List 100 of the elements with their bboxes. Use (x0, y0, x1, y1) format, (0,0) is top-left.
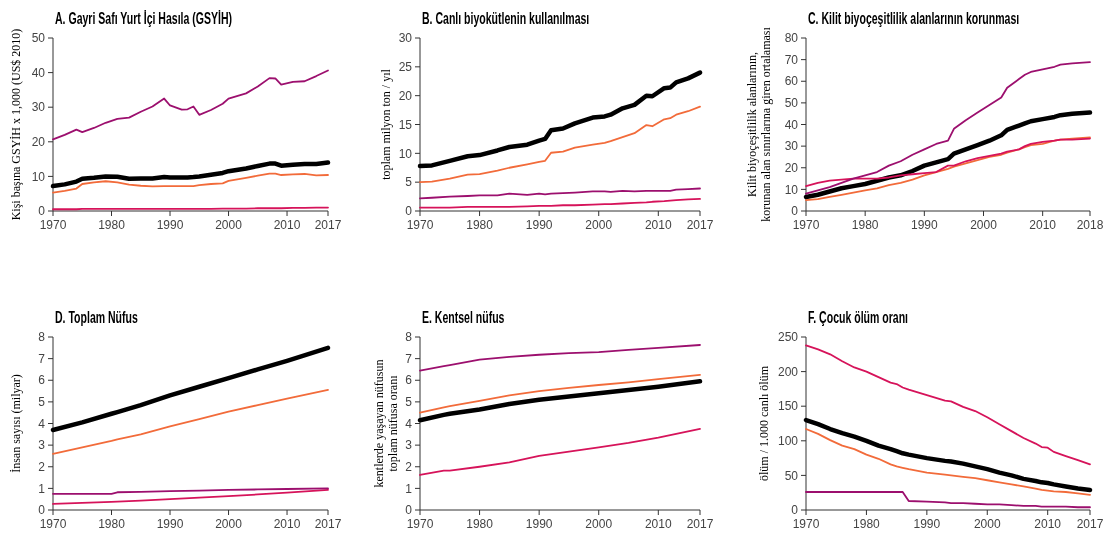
y-tick-label: 150 (777, 399, 799, 414)
x-tick-label: 2010 (644, 517, 672, 531)
line-series (805, 136, 1091, 202)
line-series (52, 69, 329, 141)
y-tick-label: 30 (784, 139, 799, 154)
x-tick-label: 1990 (910, 218, 938, 232)
x-tick-label: 2000 (970, 218, 998, 232)
y-tick-label: 2 (38, 459, 46, 474)
x-tick-label: 2000 (585, 218, 613, 232)
x-tick-label: 1970 (406, 517, 434, 531)
y-tick-label: 70 (784, 52, 799, 67)
x-tick-label: 2000 (215, 517, 243, 531)
line-series (805, 344, 1091, 466)
y-tick-label: 7 (38, 351, 46, 366)
y-tick-label: 50 (784, 468, 799, 483)
y-tick-label: 0 (38, 204, 46, 219)
line-series (419, 373, 701, 414)
y-axis-title: ölüm / 1.000 canlı ölüm (757, 365, 772, 481)
y-tick-label: 3 (405, 438, 413, 453)
x-tick-label: 1970 (39, 218, 67, 232)
x-tick-label: 1990 (525, 517, 553, 531)
x-tick-label: 2010 (1034, 517, 1062, 531)
x-tick-label: 1980 (466, 517, 494, 531)
y-tick-label: 0 (405, 503, 413, 518)
y-tick-label: 4 (38, 416, 46, 431)
chart-title: C. Kilit biyoçeşitlilik alanlarının korunması (808, 8, 1020, 28)
chart-title: B. Canlı biyokütlenin kullanılması (422, 8, 590, 28)
x-tick-label: 2010 (273, 218, 301, 232)
x-tick-label: 2017 (314, 517, 342, 531)
x-tick-label: 1980 (853, 517, 881, 531)
line-series (805, 428, 1091, 496)
line-series (52, 389, 329, 455)
x-tick-label: 1970 (792, 218, 820, 232)
y-tick-label: 10 (398, 146, 413, 161)
x-tick-label: 1990 (525, 218, 553, 232)
y-tick-label: 6 (38, 373, 46, 388)
chart-title: E. Kentsel nüfus (422, 307, 505, 327)
y-tick-label: 50 (31, 31, 46, 46)
x-tick-label: 2017 (686, 517, 714, 531)
y-tick-label: 20 (31, 135, 46, 149)
x-tick-label: 1980 (466, 218, 494, 232)
line-series (419, 344, 701, 372)
line-series (419, 428, 701, 476)
line-series (419, 187, 701, 200)
chart-title: F. Çocuk ölüm oranı (808, 307, 909, 327)
y-axis-title: Kişi başına GSYİH x 1,000 (US$ 2010) (9, 28, 24, 221)
x-tick-label: 1970 (406, 218, 434, 232)
line-series (417, 379, 703, 423)
line-series (419, 105, 701, 184)
y-axis-title: toplam milyon ton / yıl (379, 68, 394, 180)
line-series (805, 61, 1091, 195)
y-tick-label: 1 (405, 481, 413, 496)
chart-title: D. Toplam Nüfus (55, 307, 138, 327)
x-tick-label: 2017 (1076, 517, 1104, 531)
y-tick-label: 30 (31, 100, 46, 115)
x-tick-label: 2018 (1076, 218, 1104, 232)
line-series (50, 345, 331, 433)
y-tick-label: 0 (791, 204, 799, 219)
y-axis-title: Kilit biyoçeşitlilik alanlarının, korunan alan sınırlarına giren ortalaması (745, 26, 774, 222)
y-tick-label: 25 (398, 60, 413, 75)
y-axis-title: İnsan sayısı (milyar) (9, 374, 24, 473)
y-tick-label: 2 (405, 459, 413, 474)
y-axis-title: kentlerde yaşayan nüfusun toplam nüfusa oranı (372, 359, 401, 488)
x-tick-label: 2000 (973, 517, 1001, 531)
x-tick-label: 2010 (273, 517, 301, 531)
y-tick-label: 0 (38, 503, 46, 518)
x-tick-label: 1980 (98, 218, 126, 232)
x-tick-label: 1990 (156, 218, 184, 232)
y-tick-label: 60 (784, 74, 799, 89)
y-tick-label: 0 (405, 204, 413, 219)
y-tick-label: 40 (31, 65, 46, 80)
x-tick-label: 2017 (686, 218, 714, 232)
y-tick-label: 20 (398, 88, 413, 103)
y-tick-label: 15 (398, 117, 413, 132)
line-series (417, 70, 703, 169)
y-tick-label: 8 (405, 330, 413, 345)
x-tick-label: 1980 (98, 517, 126, 531)
x-tick-label: 1990 (913, 517, 941, 531)
line-series (52, 172, 329, 194)
x-tick-label: 2000 (585, 517, 613, 531)
y-tick-label: 80 (784, 31, 799, 46)
line-series (52, 488, 329, 505)
y-tick-label: 8 (38, 330, 46, 345)
x-tick-label: 2000 (215, 218, 243, 232)
x-tick-label: 2010 (1029, 218, 1057, 232)
x-tick-label: 2010 (644, 218, 672, 232)
y-tick-label: 200 (777, 364, 799, 379)
y-tick-label: 0 (791, 503, 799, 518)
x-tick-label: 1970 (792, 517, 820, 531)
y-tick-label: 250 (777, 330, 799, 345)
y-tick-label: 40 (784, 117, 799, 132)
x-tick-label: 1980 (851, 218, 879, 232)
y-tick-label: 5 (405, 175, 413, 190)
y-tick-label: 5 (38, 395, 46, 410)
y-tick-label: 6 (405, 373, 413, 388)
y-tick-label: 50 (784, 96, 799, 111)
y-tick-label: 30 (398, 31, 413, 46)
y-tick-label: 100 (777, 434, 799, 448)
y-tick-label: 20 (784, 160, 799, 175)
line-series (803, 417, 1093, 493)
